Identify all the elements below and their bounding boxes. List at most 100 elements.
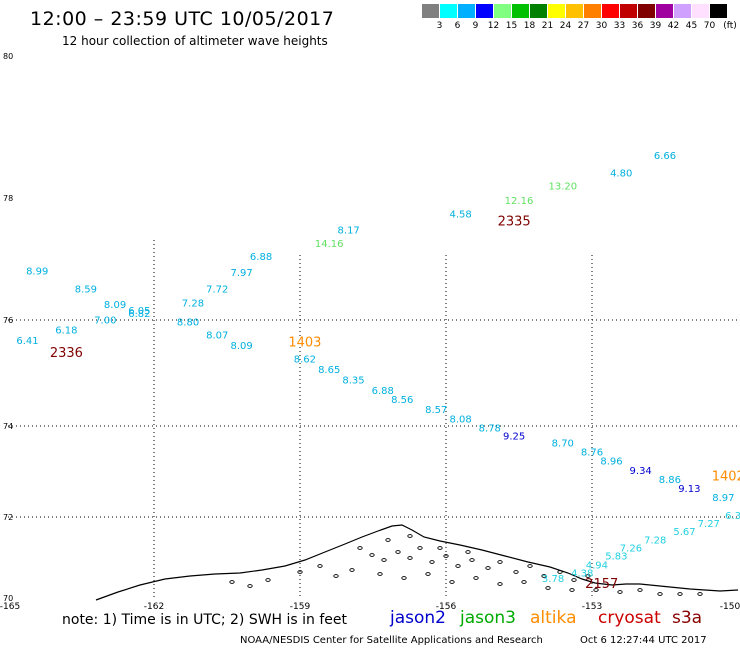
wave-height-value: 5.67 [673,527,695,538]
scale-swatch [458,4,475,18]
island [297,570,303,574]
wave-height-value: 6.05 [128,306,150,317]
wave-height-value: 8.59 [75,285,97,296]
island [585,574,591,578]
legend-item-s3a: s3a [672,608,703,628]
wave-height-value: 8.78 [479,423,501,434]
wave-height-value: 7.97 [230,268,252,279]
scale-swatch [566,4,583,18]
date-stamp: Oct 6 12:27:44 UTC 2017 [580,635,707,646]
wave-height-value: 8.62 [294,354,316,365]
island [369,553,375,557]
scale-label: 24 [559,21,572,31]
wave-height-value: 8.80 [177,317,199,328]
wave-height-value: 8.09 [104,300,126,311]
wave-height-value: 9.25 [503,432,525,443]
island [455,564,461,568]
scale-swatch [422,4,439,18]
scale-label: 27 [577,21,590,31]
footer-note: note: 1) Time is in UTC; 2) SWH is in fe… [62,612,348,628]
island [657,592,663,596]
wave-height-value: 8.07 [206,331,228,342]
scale-label: 15 [505,21,518,31]
island [571,578,577,582]
scale-label: 33 [613,21,626,31]
legend-item-jason2: jason2 [390,608,446,628]
wave-height-value: 12.16 [505,196,534,207]
island [333,574,339,578]
pass-time-label: 2336 [50,346,83,361]
island [229,580,235,584]
latitude-tick-label: 74 [3,422,13,431]
wave-height-value: 8.99 [26,266,48,277]
grid-lines [8,240,738,598]
wave-height-value: 8.96 [600,457,622,468]
latitude-tick-label: 76 [3,316,13,325]
scale-swatch [710,4,727,18]
island [449,580,455,584]
coastline [95,524,739,601]
wave-height-value: 8.08 [449,414,471,425]
scale-label: 12 [487,21,500,31]
wave-height-value: 4.38 [571,569,593,580]
wave-height-value: 6.82 [128,309,150,320]
island [677,592,683,596]
wave-height-value: 8.70 [552,438,574,449]
pass-time-label: 2157 [585,577,618,592]
scale-label: 36 [631,21,644,31]
wave-height-value: 8.76 [581,448,603,459]
wave-height-value: 8.97 [712,493,734,504]
wave-height-value: 7.28 [644,535,666,546]
scale-label: 30 [595,21,608,31]
scale-swatch [548,4,565,18]
island [385,538,391,542]
wave-height-value: 3.78 [542,574,564,585]
wave-height-value: 7.72 [206,285,228,296]
wave-height-value: 14.16 [315,239,344,250]
wave-height-value: 9.34 [630,466,652,477]
scale-label: 39 [649,21,662,31]
island [349,568,355,572]
latitude-tick-label: 78 [3,194,13,203]
wave-height-value: 6.66 [654,151,676,162]
scale-swatch [638,4,655,18]
wave-height-value: 6.88 [250,252,272,263]
wave-height-value: 5.83 [605,552,627,563]
island [395,550,401,554]
island [469,558,475,562]
scale-swatch [440,4,457,18]
wave-height-value: 8.57 [425,405,447,416]
scale-swatch [476,4,493,18]
wave-height-value: 6.41 [16,336,38,347]
longitude-tick-label: -159 [290,602,311,612]
scale-label: 21 [541,21,554,31]
scale-label: 6 [454,21,461,31]
wave-height-value: 8.35 [342,376,364,387]
wave-height-value: 7.26 [620,543,642,554]
scale-swatch [620,4,637,18]
island [465,550,471,554]
scale-label: 70 [703,21,716,31]
scale-swatch [494,4,511,18]
scale-swatch [584,4,601,18]
island [521,580,527,584]
map-title: 12:00 – 23:59 UTC 10/05/2017 [30,8,335,30]
wave-height-value: 6.18 [55,325,77,336]
wave-height-value: 8.65 [318,365,340,376]
island [473,576,479,580]
island [401,576,407,580]
wave-height-value: 8.09 [230,341,252,352]
island [527,564,533,568]
scale-swatch [512,4,529,18]
island [381,558,387,562]
wave-height-value: 9.13 [678,484,700,495]
longitude-tick-label: -153 [582,602,602,612]
wave-height-value: 4.94 [586,560,608,571]
island [485,566,491,570]
island [513,570,519,574]
island [357,546,363,550]
scale-swatch [656,4,673,18]
